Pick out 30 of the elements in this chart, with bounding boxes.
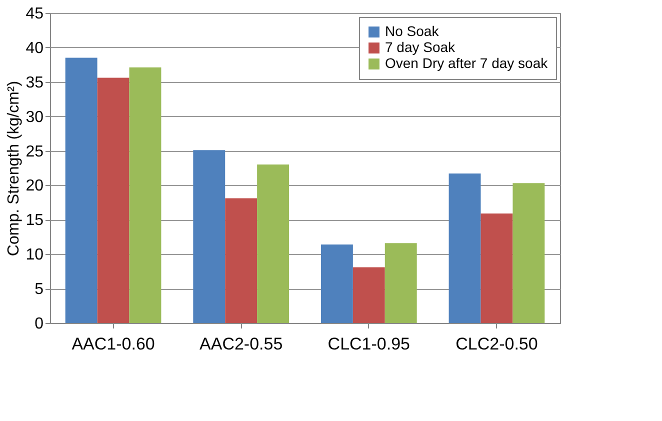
y-tick-label: 40 xyxy=(26,40,44,57)
bar xyxy=(512,183,545,323)
legend-label: Oven Dry after 7 day soak xyxy=(385,55,549,71)
y-tick-label: 30 xyxy=(26,108,44,126)
y-tick-label: 35 xyxy=(26,74,44,92)
y-axis-title: Comp. Strength (kg/cm²) xyxy=(6,80,23,256)
x-tick-label: CLC1-0.95 xyxy=(328,334,410,354)
y-tick-label: 20 xyxy=(26,178,44,195)
bar xyxy=(65,58,98,323)
bar xyxy=(225,198,258,323)
y-tick-label: 10 xyxy=(26,246,44,264)
y-tick-label: 15 xyxy=(26,212,44,230)
y-tick-label: 0 xyxy=(34,316,44,332)
x-tick-label: AAC2-0.55 xyxy=(200,334,283,354)
bar xyxy=(480,213,513,323)
bar xyxy=(384,243,417,323)
bar xyxy=(129,67,162,323)
bar xyxy=(97,78,130,323)
bar xyxy=(257,164,290,323)
bar xyxy=(193,150,226,323)
bar xyxy=(352,267,385,323)
y-tick-label: 5 xyxy=(34,281,44,298)
x-tick-label: AAC1-0.60 xyxy=(72,334,155,354)
y-tick-label: 45 xyxy=(26,6,44,22)
x-tick-label: CLC2-0.50 xyxy=(456,334,538,354)
bar xyxy=(448,174,481,323)
bar xyxy=(320,244,353,323)
y-tick-label: 25 xyxy=(26,143,44,160)
legend-label: 7 day Soak xyxy=(385,39,456,55)
legend-label: No Soak xyxy=(385,23,440,39)
